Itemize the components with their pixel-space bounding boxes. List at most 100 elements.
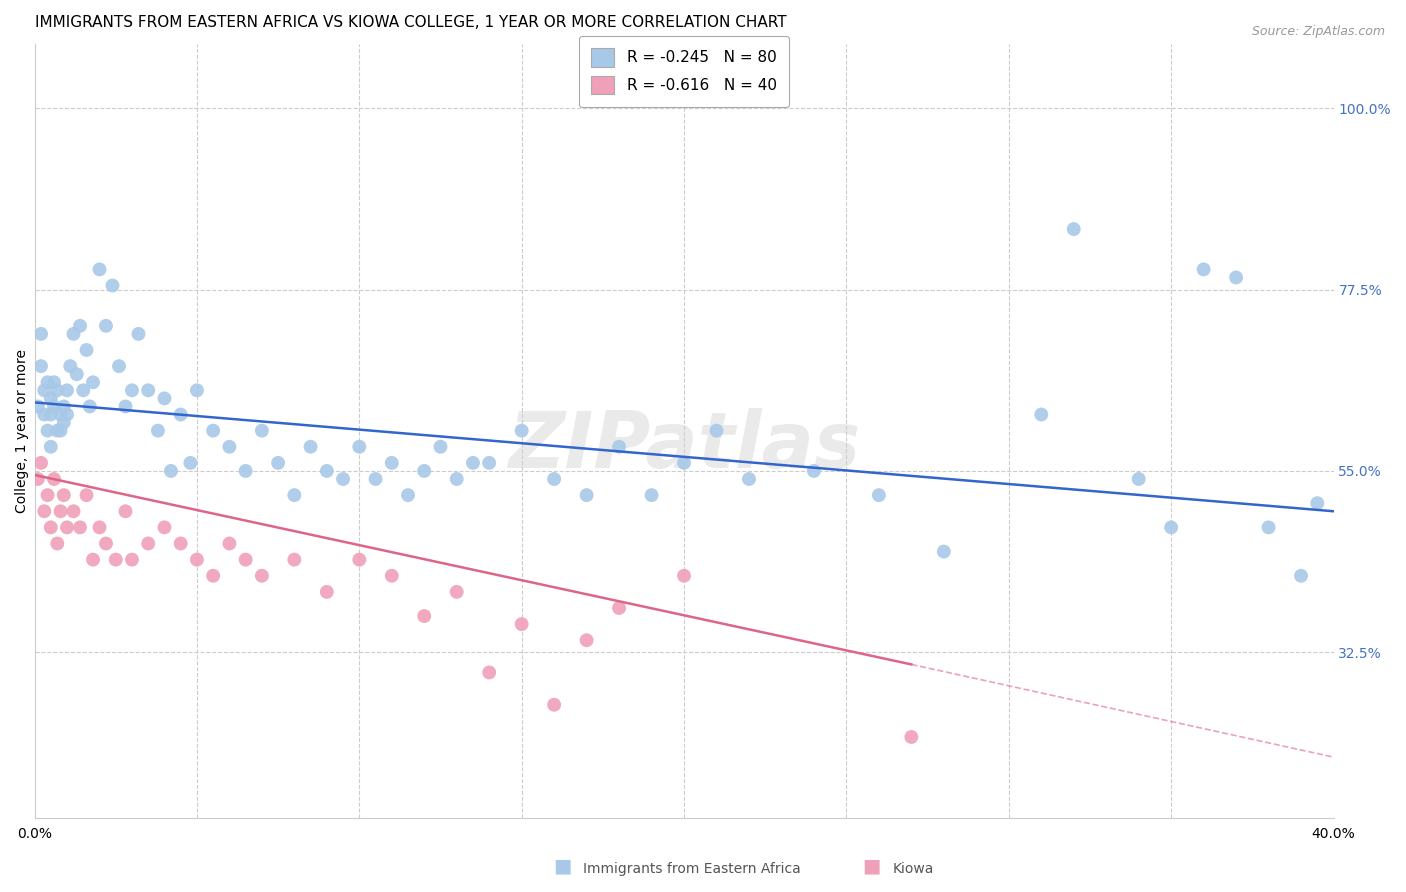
Point: [381, 568, 404, 582]
Point: [235, 464, 257, 478]
Point: [349, 440, 371, 454]
Point: [69, 318, 91, 333]
Point: [283, 488, 305, 502]
Point: [349, 552, 371, 566]
Point: [94, 318, 117, 333]
Point: [127, 326, 149, 341]
Point: [640, 488, 662, 502]
Point: [94, 536, 117, 550]
Point: [446, 472, 468, 486]
Point: [364, 472, 387, 486]
Point: [1225, 270, 1247, 285]
Text: ZIPatlas: ZIPatlas: [508, 409, 860, 484]
Point: [170, 408, 193, 422]
Point: [34, 384, 56, 398]
Point: [186, 384, 208, 398]
Point: [235, 552, 257, 566]
Point: [575, 633, 598, 648]
Point: [39, 440, 62, 454]
Point: [1128, 472, 1150, 486]
Point: [1257, 520, 1279, 534]
Point: [39, 392, 62, 406]
Point: [283, 552, 305, 566]
Point: [738, 472, 761, 486]
Point: [30, 456, 52, 470]
Point: [267, 456, 290, 470]
Point: [153, 392, 176, 406]
Point: [114, 504, 136, 518]
Point: [153, 520, 176, 534]
Point: [607, 601, 630, 615]
Y-axis label: College, 1 year or more: College, 1 year or more: [15, 349, 30, 513]
Point: [1192, 262, 1215, 277]
Point: [136, 536, 159, 550]
Point: [82, 376, 104, 390]
Point: [42, 400, 65, 414]
Point: [202, 424, 225, 438]
Point: [76, 343, 98, 357]
Point: [46, 536, 69, 550]
Point: [803, 464, 825, 478]
Point: [170, 536, 193, 550]
Point: [673, 568, 696, 582]
Point: [160, 464, 183, 478]
Point: [121, 552, 143, 566]
Point: [543, 698, 565, 712]
Text: IMMIGRANTS FROM EASTERN AFRICA VS KIOWA COLLEGE, 1 YEAR OR MORE CORRELATION CHAR: IMMIGRANTS FROM EASTERN AFRICA VS KIOWA …: [35, 15, 786, 30]
Text: ■: ■: [553, 857, 572, 876]
Point: [413, 609, 436, 624]
Text: Kiowa: Kiowa: [893, 862, 934, 876]
Point: [56, 384, 79, 398]
Point: [76, 488, 98, 502]
Point: [673, 456, 696, 470]
Point: [136, 384, 159, 398]
Point: [89, 262, 111, 277]
Point: [27, 400, 49, 414]
Text: Source: ZipAtlas.com: Source: ZipAtlas.com: [1251, 25, 1385, 38]
Point: [30, 326, 52, 341]
Point: [56, 520, 79, 534]
Point: [39, 408, 62, 422]
Point: [34, 408, 56, 422]
Point: [82, 552, 104, 566]
Point: [52, 400, 75, 414]
Point: [52, 416, 75, 430]
Point: [1306, 496, 1329, 510]
Point: [69, 520, 91, 534]
Point: [1289, 568, 1312, 582]
Point: [1063, 222, 1085, 236]
Text: ■: ■: [862, 857, 882, 876]
Point: [332, 472, 354, 486]
Point: [250, 424, 273, 438]
Point: [49, 408, 72, 422]
Point: [27, 472, 49, 486]
Text: Immigrants from Eastern Africa: Immigrants from Eastern Africa: [583, 862, 801, 876]
Point: [79, 400, 101, 414]
Point: [218, 536, 240, 550]
Point: [179, 456, 201, 470]
Legend: R = -0.245   N = 80, R = -0.616   N = 40: R = -0.245 N = 80, R = -0.616 N = 40: [579, 36, 789, 107]
Point: [315, 464, 337, 478]
Point: [932, 544, 955, 558]
Point: [37, 488, 59, 502]
Point: [46, 424, 69, 438]
Point: [510, 617, 533, 632]
Point: [104, 552, 127, 566]
Point: [396, 488, 419, 502]
Point: [39, 520, 62, 534]
Point: [37, 376, 59, 390]
Point: [62, 326, 84, 341]
Point: [250, 568, 273, 582]
Point: [446, 585, 468, 599]
Point: [186, 552, 208, 566]
Point: [46, 384, 69, 398]
Point: [34, 504, 56, 518]
Point: [510, 424, 533, 438]
Point: [461, 456, 484, 470]
Point: [1031, 408, 1053, 422]
Point: [66, 368, 89, 382]
Point: [429, 440, 451, 454]
Point: [299, 440, 322, 454]
Point: [30, 359, 52, 373]
Point: [381, 456, 404, 470]
